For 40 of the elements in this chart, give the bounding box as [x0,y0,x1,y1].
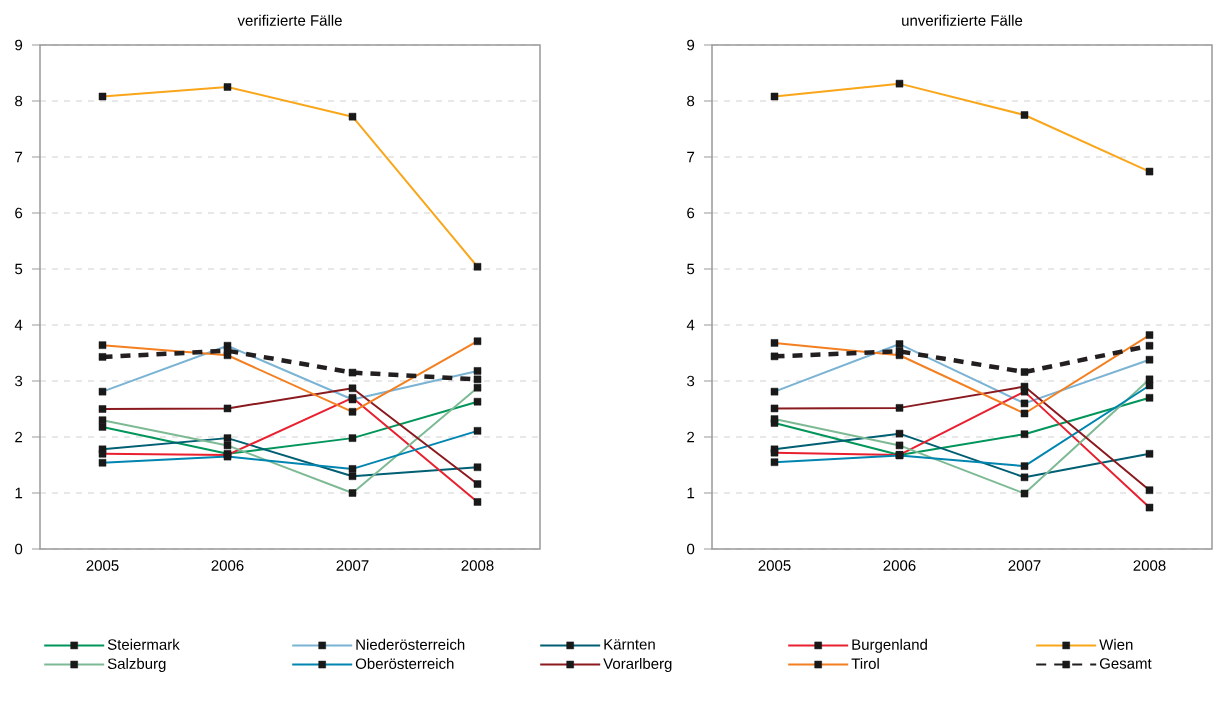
x-tick-label: 2006 [211,560,244,571]
x-tick-label: 2006 [883,560,916,571]
x-tick-label: 2005 [758,560,791,571]
y-tick-label: 8 [15,95,23,107]
y-tick-label: 8 [687,95,695,107]
legend-label: Niederösterreich [356,638,465,650]
x-tick-label: 2007 [336,560,369,571]
y-tick-label: 7 [15,151,23,163]
y-tick-label: 0 [15,543,23,555]
y-tick-label: 9 [15,39,23,51]
x-tick-label: 2008 [1133,560,1166,571]
legend-label: Salzburg [107,657,166,672]
y-tick-label: 6 [15,207,23,219]
x-tick-label: 2005 [86,560,119,571]
y-tick-label: 0 [687,543,695,555]
chart-title: verifizierte Fälle [237,14,342,26]
legend-label: Steiermark [107,638,180,650]
y-tick-label: 4 [14,319,23,331]
legend-label: Gesamt [1099,658,1152,669]
y-tick-label: 3 [15,375,23,387]
y-tick-label: 4 [686,319,695,331]
y-tick-label: 2 [687,431,695,443]
y-tick-label: 5 [15,263,23,275]
x-tick-label: 2008 [461,560,494,571]
legend-label: Vorarlberg [603,657,672,672]
y-tick-label: 1 [687,487,695,499]
legend-label: Oberösterreich [355,657,454,669]
legend-label: Wien [1099,638,1133,650]
y-tick-label: 3 [687,375,695,387]
y-tick-label: 1 [15,487,23,499]
legend-label: Kärnten [604,639,655,650]
chart-title: unverifizierte Fälle [902,14,1023,26]
y-tick-label: 2 [15,431,23,443]
legend-label: Burgenland [852,638,927,653]
y-tick-label: 9 [687,39,695,51]
y-tick-label: 5 [687,263,695,275]
x-tick-label: 2007 [1008,560,1041,571]
y-tick-label: 6 [687,207,695,219]
y-tick-label: 7 [687,151,695,163]
legend-label: Tirol [851,657,879,669]
